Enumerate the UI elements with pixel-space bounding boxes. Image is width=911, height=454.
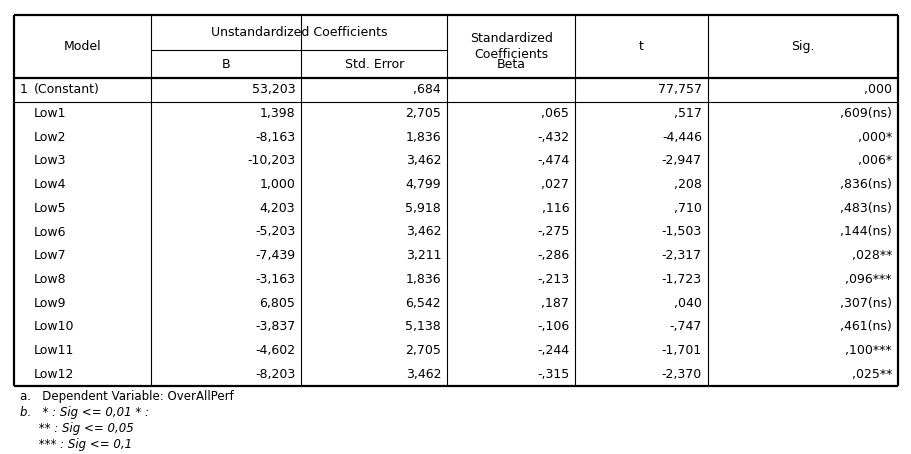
Text: ,028**: ,028**: [851, 249, 891, 262]
Text: 1,836: 1,836: [405, 131, 441, 144]
Text: Low7: Low7: [34, 249, 67, 262]
Text: ,187: ,187: [541, 296, 568, 310]
Text: -8,163: -8,163: [255, 131, 295, 144]
Text: Low8: Low8: [34, 273, 67, 286]
Text: -,275: -,275: [537, 226, 568, 238]
Text: 2,705: 2,705: [404, 344, 441, 357]
Text: -10,203: -10,203: [247, 154, 295, 168]
Text: Low1: Low1: [34, 107, 67, 120]
Text: 5,918: 5,918: [405, 202, 441, 215]
Text: ,307(ns): ,307(ns): [839, 296, 891, 310]
Text: -,244: -,244: [537, 344, 568, 357]
Text: Standardized
Coefficients: Standardized Coefficients: [469, 33, 552, 60]
Text: -2,947: -2,947: [661, 154, 701, 168]
Text: ,684: ,684: [413, 84, 441, 96]
Text: ,006*: ,006*: [857, 154, 891, 168]
Text: b.   * : Sig <= 0,01 * :: b. * : Sig <= 0,01 * :: [20, 406, 148, 419]
Text: -1,701: -1,701: [661, 344, 701, 357]
Text: 4,203: 4,203: [260, 202, 295, 215]
Text: 1: 1: [20, 84, 28, 96]
Text: -3,163: -3,163: [255, 273, 295, 286]
Text: ,710: ,710: [673, 202, 701, 215]
Text: ,461(ns): ,461(ns): [839, 320, 891, 333]
Text: 1,398: 1,398: [260, 107, 295, 120]
Text: Std. Error: Std. Error: [344, 58, 404, 70]
Text: -,213: -,213: [537, 273, 568, 286]
Text: Low2: Low2: [34, 131, 67, 144]
Text: ,116: ,116: [541, 202, 568, 215]
Text: Low3: Low3: [34, 154, 67, 168]
Text: -,106: -,106: [537, 320, 568, 333]
Text: ,836(ns): ,836(ns): [839, 178, 891, 191]
Text: -7,439: -7,439: [255, 249, 295, 262]
Text: -,432: -,432: [537, 131, 568, 144]
Text: ,609(ns): ,609(ns): [839, 107, 891, 120]
Text: B: B: [221, 58, 230, 70]
Text: Low4: Low4: [34, 178, 67, 191]
Text: -4,602: -4,602: [255, 344, 295, 357]
Text: ,483(ns): ,483(ns): [839, 202, 891, 215]
Text: ,144(ns): ,144(ns): [839, 226, 891, 238]
Text: ,208: ,208: [673, 178, 701, 191]
Text: ,517: ,517: [673, 107, 701, 120]
Text: 1,000: 1,000: [259, 178, 295, 191]
Text: Unstandardized Coefficients: Unstandardized Coefficients: [210, 26, 387, 39]
Text: 3,462: 3,462: [405, 154, 441, 168]
Text: ,027: ,027: [541, 178, 568, 191]
Text: a.   Dependent Variable: OverAllPerf: a. Dependent Variable: OverAllPerf: [20, 390, 233, 403]
Text: Model: Model: [64, 40, 101, 53]
Text: ,040: ,040: [673, 296, 701, 310]
Text: ,096***: ,096***: [844, 273, 891, 286]
Text: -2,317: -2,317: [661, 249, 701, 262]
Text: ,000*: ,000*: [857, 131, 891, 144]
Text: Low12: Low12: [34, 368, 74, 380]
Text: -8,203: -8,203: [255, 368, 295, 380]
Text: 1,836: 1,836: [405, 273, 441, 286]
Text: 3,462: 3,462: [405, 226, 441, 238]
Text: 4,799: 4,799: [405, 178, 441, 191]
Text: -,747: -,747: [669, 320, 701, 333]
Text: 6,805: 6,805: [259, 296, 295, 310]
Text: ** : Sig <= 0,05: ** : Sig <= 0,05: [20, 422, 134, 435]
Text: -4,446: -4,446: [661, 131, 701, 144]
Text: *** : Sig <= 0,1: *** : Sig <= 0,1: [20, 438, 132, 451]
Text: 3,462: 3,462: [405, 368, 441, 380]
Text: ,065: ,065: [541, 107, 568, 120]
Text: ,025**: ,025**: [851, 368, 891, 380]
Text: -1,503: -1,503: [661, 226, 701, 238]
Text: Beta: Beta: [496, 58, 525, 70]
Text: Low11: Low11: [34, 344, 74, 357]
Text: Sig.: Sig.: [791, 40, 814, 53]
Text: -2,370: -2,370: [661, 368, 701, 380]
Text: ,000: ,000: [863, 84, 891, 96]
Text: -,315: -,315: [537, 368, 568, 380]
Text: 77,757: 77,757: [657, 84, 701, 96]
Text: ,100***: ,100***: [844, 344, 891, 357]
Text: Low6: Low6: [34, 226, 67, 238]
Text: -,474: -,474: [537, 154, 568, 168]
Text: 5,138: 5,138: [405, 320, 441, 333]
Text: Low5: Low5: [34, 202, 67, 215]
Text: Low9: Low9: [34, 296, 67, 310]
Text: -,286: -,286: [537, 249, 568, 262]
Text: 3,211: 3,211: [405, 249, 441, 262]
Text: t: t: [639, 40, 643, 53]
Text: 53,203: 53,203: [251, 84, 295, 96]
Text: -1,723: -1,723: [661, 273, 701, 286]
Text: 6,542: 6,542: [405, 296, 441, 310]
Text: -5,203: -5,203: [255, 226, 295, 238]
Text: Low10: Low10: [34, 320, 75, 333]
Text: (Constant): (Constant): [34, 84, 99, 96]
Text: -3,837: -3,837: [255, 320, 295, 333]
Text: 2,705: 2,705: [404, 107, 441, 120]
